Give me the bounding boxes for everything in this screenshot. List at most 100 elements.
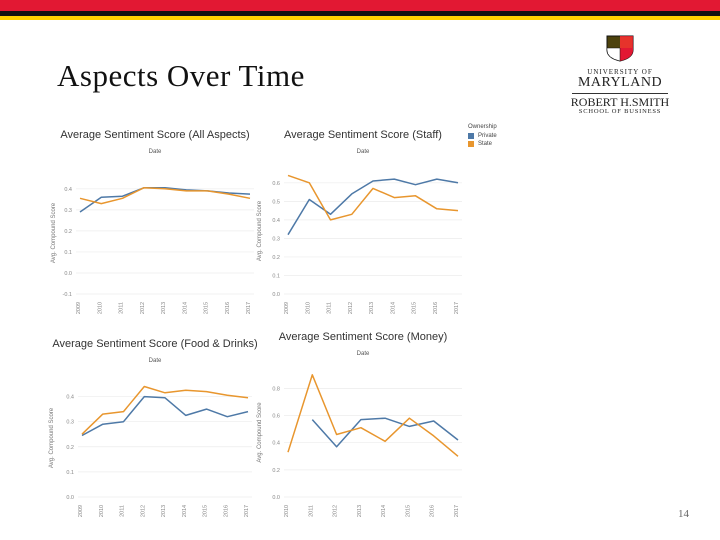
x-axis-label: Date (357, 351, 370, 357)
x-axis-label: Date (149, 358, 162, 364)
x-tick-label: 2010 (97, 302, 103, 314)
y-tick-label: 0.4 (64, 187, 72, 193)
legend-label-state: State (478, 141, 493, 147)
y-tick-label: 0.1 (272, 273, 280, 279)
y-tick-label: 0.2 (64, 229, 72, 235)
series-line-state (287, 174, 459, 221)
y-tick-label: 0.1 (64, 250, 72, 256)
x-tick-label: 2013 (357, 505, 363, 517)
x-tick-label: 2015 (203, 505, 209, 517)
brand-stripe-black (0, 11, 720, 16)
x-axis-label: Date (357, 149, 370, 155)
y-tick-label: 0.8 (272, 386, 280, 392)
x-tick-label: 2014 (182, 302, 188, 314)
x-tick-label: 2011 (308, 505, 314, 517)
chart-title: Average Sentiment Score (All Aspects) (60, 129, 249, 141)
x-tick-label: 2015 (204, 302, 210, 314)
x-tick-label: 2011 (119, 302, 125, 314)
x-tick-label: 2016 (433, 302, 439, 314)
x-tick-label: 2012 (348, 302, 354, 314)
x-tick-label: 2016 (430, 505, 436, 517)
chart-money: Average Sentiment Score (Money) Date Avg. … (256, 326, 468, 523)
chart-food-drinks: Average Sentiment Score (Food & Drinks) D… (48, 333, 260, 523)
x-tick-label: 2010 (99, 505, 105, 517)
maryland-flag-seal-icon (606, 35, 634, 62)
x-tick-label: 2015 (405, 505, 411, 517)
y-tick-label: 0.3 (64, 208, 72, 214)
legend-item-state: State (468, 141, 497, 147)
x-tick-label: 2017 (244, 505, 250, 517)
brand-stripe-gold (0, 16, 720, 20)
y-tick-label: 0.0 (66, 495, 74, 501)
logo-line-maryland: MARYLAND (577, 75, 663, 91)
brand-stripe-red (0, 0, 720, 11)
x-tick-label: 2010 (305, 302, 311, 314)
legend-swatch-private (468, 133, 474, 139)
y-tick-label: 0.4 (272, 218, 280, 224)
chart-title: Average Sentiment Score (Food & Drinks) (52, 338, 257, 350)
series-line-private (81, 395, 249, 437)
x-tick-label: 2014 (182, 505, 188, 517)
y-axis-label: Avg. Compound Score (49, 407, 55, 468)
legend: Ownership Private State (468, 124, 497, 149)
x-tick-label: 2014 (381, 505, 387, 517)
y-tick-label: 0.4 (272, 441, 280, 447)
y-axis-label: Avg. Compound Score (257, 200, 263, 261)
legend-swatch-state (468, 141, 474, 147)
x-tick-label: 2017 (454, 302, 460, 314)
x-tick-label: 2016 (225, 302, 231, 314)
y-tick-label: 0.3 (66, 420, 74, 426)
legend-item-private: Private (468, 133, 497, 139)
x-tick-label: 2011 (120, 505, 126, 517)
legend-title: Ownership (468, 124, 497, 130)
y-tick-label: 0.6 (272, 181, 280, 187)
university-logo: UNIVERSITY OF MARYLAND ROBERT H.SMITH SC… (568, 34, 672, 115)
x-tick-label: 2017 (246, 302, 252, 314)
y-tick-label: 0.3 (272, 236, 280, 242)
x-tick-label: 2014 (390, 302, 396, 314)
chart-all-aspects: Average Sentiment Score (All Aspects) Dat… (50, 124, 260, 324)
chart-title: Average Sentiment Score (Money) (279, 331, 448, 343)
y-axis-label: Avg. Compound Score (51, 202, 57, 263)
chart-title: Average Sentiment Score (Staff) (284, 129, 442, 141)
legend-label-private: Private (478, 133, 497, 139)
x-tick-label: 2012 (140, 302, 146, 314)
series-line-state (287, 374, 459, 457)
x-tick-label: 2015 (412, 302, 418, 314)
x-tick-label: 2017 (454, 505, 460, 517)
y-tick-label: 0.4 (66, 395, 74, 401)
series-line-private (287, 178, 459, 236)
y-axis-label: Avg. Compound Score (257, 402, 263, 463)
series-line-state (79, 187, 251, 205)
logo-line-school-of-business: SCHOOL OF BUSINESS (578, 107, 662, 115)
y-tick-label: 0.2 (272, 468, 280, 474)
x-tick-label: 2009 (284, 302, 290, 314)
y-tick-label: 0.2 (66, 445, 74, 451)
x-axis-label: Date (149, 149, 162, 155)
y-tick-label: 0.1 (66, 470, 74, 476)
y-tick-label: 0.0 (272, 495, 280, 501)
x-tick-label: 2009 (78, 505, 84, 517)
x-tick-label: 2011 (327, 302, 333, 314)
x-tick-label: 2010 (284, 505, 290, 517)
x-tick-label: 2012 (140, 505, 146, 517)
logo-line-robert-h-smith: ROBERT H.SMITH (570, 95, 670, 110)
x-tick-label: 2009 (76, 302, 82, 314)
y-tick-label: 0.5 (272, 199, 280, 205)
series-line-private (311, 417, 459, 448)
y-tick-label: 0.0 (64, 271, 72, 277)
x-tick-label: 2016 (223, 505, 229, 517)
logo-line-university-of: UNIVERSITY OF (587, 68, 653, 76)
chart-staff: Average Sentiment Score (Staff) Date Avg. … (256, 124, 468, 324)
series-line-private (79, 187, 251, 213)
series-line-state (81, 385, 249, 435)
logo-divider (572, 93, 668, 95)
y-tick-label: 0.2 (272, 255, 280, 261)
x-tick-label: 2013 (161, 302, 167, 314)
y-tick-label: 0.0 (272, 292, 280, 298)
y-tick-label: 0.6 (272, 414, 280, 420)
y-tick-label: -0.1 (63, 292, 72, 298)
x-tick-label: 2013 (369, 302, 375, 314)
page-number: 14 (678, 508, 689, 520)
x-tick-label: 2012 (333, 505, 339, 517)
